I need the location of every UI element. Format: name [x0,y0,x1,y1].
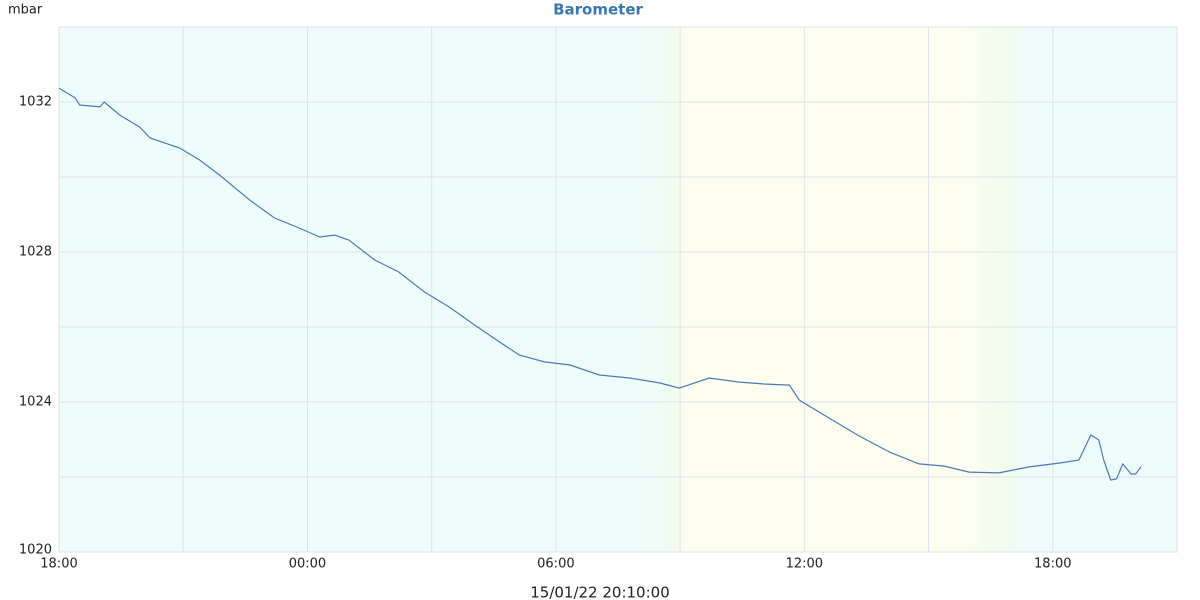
y-tick-label: 1028 [19,245,52,260]
x-caption: 15/01/22 20:10:00 [530,584,670,600]
x-tick-label: 18:00 [1034,557,1071,572]
plot-background [58,26,1178,553]
y-tick-label: 1032 [19,95,52,110]
y-unit-label: mbar [8,3,43,18]
series-line [58,87,1142,481]
y-tick-label: 1024 [19,395,52,410]
grid [58,27,1177,553]
lines [58,87,1142,481]
chart-title: Barometer [553,1,643,19]
x-tick-label: 12:00 [786,557,823,572]
y-tick-label: 1020 [19,543,52,558]
x-tick-label: 06:00 [537,557,574,572]
x-tick-label: 18:00 [40,557,77,572]
x-tick-label: 00:00 [289,557,326,572]
